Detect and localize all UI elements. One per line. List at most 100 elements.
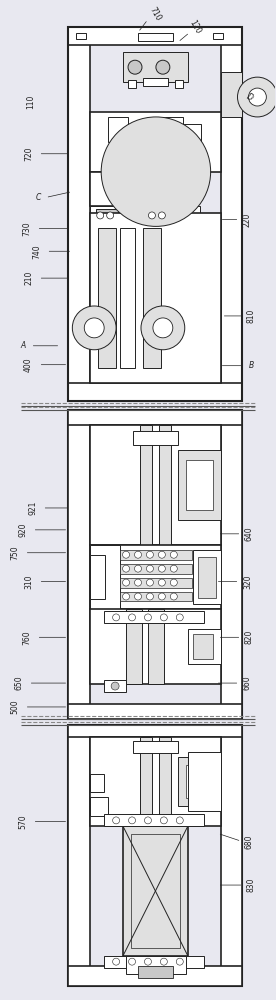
Circle shape bbox=[144, 614, 152, 621]
Bar bbox=[120, 228, 135, 368]
Bar bbox=[163, 117, 183, 142]
Bar bbox=[183, 124, 201, 142]
Text: 220: 220 bbox=[243, 212, 252, 227]
Text: D: D bbox=[245, 92, 254, 102]
Bar bbox=[123, 52, 188, 82]
Bar bbox=[188, 752, 221, 811]
Text: 320: 320 bbox=[243, 574, 252, 589]
Text: C: C bbox=[36, 193, 41, 202]
Text: 210: 210 bbox=[24, 271, 33, 285]
Bar bbox=[178, 757, 221, 806]
Polygon shape bbox=[164, 425, 183, 445]
Circle shape bbox=[84, 318, 104, 338]
Bar bbox=[90, 425, 221, 545]
Bar bbox=[96, 209, 118, 221]
Bar bbox=[159, 425, 171, 545]
Bar bbox=[143, 228, 161, 368]
Circle shape bbox=[158, 579, 165, 586]
Bar bbox=[155, 321, 171, 335]
Circle shape bbox=[129, 614, 136, 621]
Bar bbox=[90, 737, 221, 826]
Text: B: B bbox=[249, 361, 254, 370]
Bar bbox=[68, 410, 243, 425]
Polygon shape bbox=[164, 737, 183, 753]
Bar bbox=[126, 609, 142, 684]
Circle shape bbox=[129, 958, 136, 965]
Text: 920: 920 bbox=[18, 523, 27, 537]
Bar bbox=[133, 431, 178, 445]
Circle shape bbox=[113, 614, 120, 621]
Bar bbox=[90, 609, 221, 684]
Bar bbox=[68, 725, 243, 986]
Text: 740: 740 bbox=[32, 244, 41, 259]
Circle shape bbox=[113, 958, 120, 965]
Text: 750: 750 bbox=[10, 545, 19, 560]
Circle shape bbox=[147, 579, 153, 586]
Bar bbox=[198, 557, 216, 598]
Circle shape bbox=[176, 817, 183, 824]
Bar bbox=[86, 321, 102, 335]
Bar bbox=[90, 172, 145, 206]
Circle shape bbox=[123, 579, 129, 586]
Circle shape bbox=[176, 614, 183, 621]
Text: 760: 760 bbox=[22, 630, 31, 645]
Bar bbox=[148, 209, 170, 221]
Circle shape bbox=[170, 579, 177, 586]
Circle shape bbox=[101, 117, 211, 226]
Bar bbox=[90, 797, 108, 816]
Bar bbox=[68, 27, 90, 401]
Text: 640: 640 bbox=[245, 527, 254, 541]
Bar bbox=[120, 564, 192, 574]
Bar bbox=[186, 460, 213, 510]
Circle shape bbox=[158, 593, 165, 600]
Bar bbox=[68, 725, 90, 986]
Bar bbox=[221, 410, 243, 719]
Bar bbox=[193, 634, 213, 659]
Bar bbox=[104, 611, 204, 623]
Text: 680: 680 bbox=[245, 834, 254, 849]
Text: 110: 110 bbox=[26, 95, 35, 109]
Bar bbox=[120, 550, 192, 560]
Bar bbox=[138, 966, 173, 978]
Text: 710: 710 bbox=[147, 6, 163, 23]
Bar bbox=[104, 956, 204, 968]
Bar bbox=[104, 814, 204, 826]
Circle shape bbox=[107, 212, 114, 219]
Text: 650: 650 bbox=[14, 676, 23, 690]
Bar bbox=[90, 213, 221, 383]
Bar bbox=[131, 834, 180, 948]
Bar bbox=[104, 680, 126, 692]
Bar bbox=[126, 956, 186, 974]
Bar bbox=[186, 765, 213, 798]
Text: 500: 500 bbox=[10, 700, 19, 714]
Bar bbox=[213, 33, 222, 39]
Circle shape bbox=[144, 817, 152, 824]
Bar bbox=[76, 33, 86, 39]
Bar bbox=[188, 629, 221, 664]
Bar bbox=[120, 578, 192, 588]
Circle shape bbox=[158, 212, 165, 219]
Circle shape bbox=[141, 306, 185, 350]
Bar bbox=[68, 966, 243, 986]
Circle shape bbox=[158, 565, 165, 572]
Circle shape bbox=[113, 817, 120, 824]
Bar bbox=[68, 410, 90, 719]
Text: 310: 310 bbox=[24, 574, 33, 589]
Circle shape bbox=[147, 565, 153, 572]
Text: 810: 810 bbox=[247, 309, 256, 323]
Circle shape bbox=[158, 551, 165, 558]
Circle shape bbox=[123, 565, 129, 572]
Text: 400: 400 bbox=[24, 357, 33, 372]
Bar bbox=[128, 80, 136, 88]
Circle shape bbox=[153, 318, 173, 338]
Bar bbox=[193, 550, 221, 604]
Circle shape bbox=[160, 958, 167, 965]
Circle shape bbox=[123, 551, 129, 558]
Text: A: A bbox=[20, 341, 25, 350]
Bar bbox=[159, 737, 171, 826]
Circle shape bbox=[237, 77, 276, 117]
Bar bbox=[120, 592, 192, 601]
Bar bbox=[68, 27, 243, 45]
Circle shape bbox=[170, 593, 177, 600]
Text: 921: 921 bbox=[28, 501, 37, 515]
